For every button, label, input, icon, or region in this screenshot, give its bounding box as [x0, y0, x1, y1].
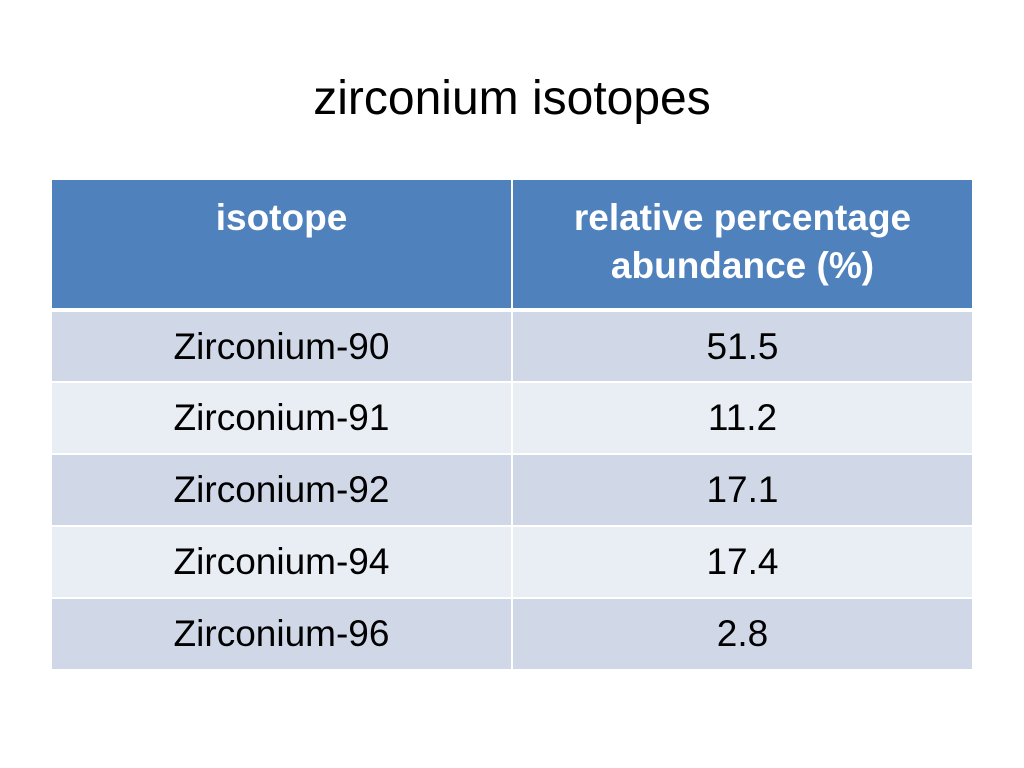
- table-row: Zirconium-90 51.5: [52, 310, 972, 383]
- header-isotope: isotope: [52, 180, 513, 312]
- abundance-cell: 2.8: [512, 598, 972, 671]
- slide-title: zirconium isotopes: [313, 72, 711, 125]
- abundance-cell: 17.4: [512, 526, 972, 599]
- isotope-cell: Zirconium-92: [52, 454, 513, 527]
- abundance-cell: 17.1: [512, 454, 972, 527]
- table-row: Zirconium-96 2.8: [52, 598, 972, 671]
- isotope-cell: Zirconium-91: [52, 382, 513, 455]
- isotope-cell: Zirconium-96: [52, 598, 513, 671]
- isotope-table: isotope relative percentage abundance (%…: [52, 180, 972, 671]
- table-row: Zirconium-92 17.1: [52, 454, 972, 527]
- isotope-cell: Zirconium-90: [52, 310, 513, 383]
- table-row: Zirconium-91 11.2: [52, 382, 972, 455]
- table-header-row: isotope relative percentage abundance (%…: [52, 180, 972, 312]
- isotope-cell: Zirconium-94: [52, 526, 513, 599]
- abundance-cell: 11.2: [512, 382, 972, 455]
- abundance-cell: 51.5: [512, 310, 972, 383]
- header-abundance: relative percentage abundance (%): [512, 180, 972, 312]
- table-row: Zirconium-94 17.4: [52, 526, 972, 599]
